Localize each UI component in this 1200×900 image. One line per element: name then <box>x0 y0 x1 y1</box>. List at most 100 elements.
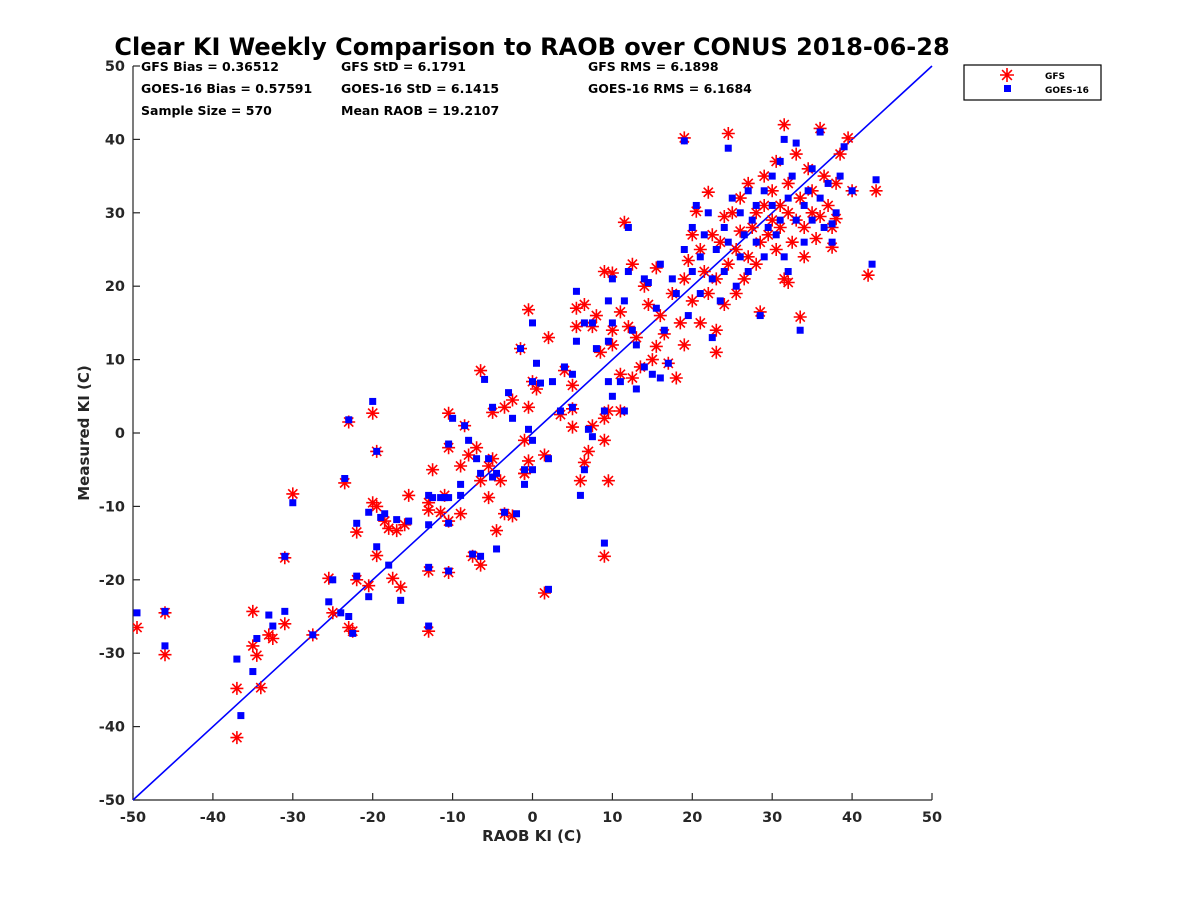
goes16-point <box>521 480 529 488</box>
goes16-point <box>237 712 245 720</box>
goes16-point <box>525 425 533 433</box>
gfs-point <box>597 433 611 447</box>
chart-title: Clear KI Weekly Comparison to RAOB over … <box>114 33 949 61</box>
gfs-point <box>705 228 719 242</box>
gfs-point <box>649 339 663 353</box>
goes16-point <box>668 275 676 283</box>
goes16-point <box>532 359 540 367</box>
goes16-point <box>724 238 732 246</box>
gfs-point <box>494 474 507 488</box>
gfs-point <box>701 287 715 300</box>
goes16-point <box>716 297 724 305</box>
gfs-point <box>566 378 579 392</box>
gfs-point <box>701 185 715 199</box>
goes16-point <box>724 144 732 152</box>
goes16-point <box>281 552 289 560</box>
goes16-point <box>572 337 580 345</box>
gfs-point <box>474 558 488 572</box>
goes16-point <box>281 607 289 615</box>
gfs-point <box>617 215 631 229</box>
gfs-point <box>769 243 783 256</box>
gfs-point <box>386 571 400 585</box>
goes16-point <box>548 378 556 386</box>
y-axis-label: Measured KI (C) <box>75 365 93 501</box>
gfs-point <box>693 316 707 330</box>
goes16-point <box>768 172 776 180</box>
gfs-point <box>669 371 683 385</box>
gfs-point <box>585 419 599 433</box>
gfs-point <box>597 265 611 278</box>
x-tick-label: -50 <box>120 810 146 826</box>
goes16-point <box>720 223 728 231</box>
goes16-point <box>381 510 389 518</box>
gfs-point <box>805 206 819 220</box>
goes16-point <box>748 216 756 224</box>
goes16-point <box>800 201 808 209</box>
goes16-point <box>473 455 481 463</box>
gfs-point <box>370 499 384 513</box>
goes16-point <box>800 238 808 246</box>
goes16-point <box>660 326 668 334</box>
gfs-point <box>585 320 599 334</box>
goes16-point <box>836 172 844 180</box>
gfs-point <box>422 503 436 517</box>
gfs-point <box>454 459 468 473</box>
gfs-point <box>522 400 535 414</box>
gfs-point <box>709 272 723 286</box>
gfs-point <box>490 524 503 538</box>
legend-gfs-asterisk <box>1000 68 1014 82</box>
goes16-point <box>337 609 345 617</box>
goes16-point <box>736 253 744 261</box>
goes16-point <box>377 513 385 521</box>
gfs-point <box>685 228 699 242</box>
goes16-point <box>708 334 716 342</box>
x-axis-ticks: -50 -40 -30 -20 -10 0 10 20 30 40 50 <box>120 793 942 826</box>
goes16-point <box>265 611 273 619</box>
goes16-point <box>485 455 493 463</box>
goes16-point <box>704 209 712 217</box>
gfs-point <box>725 206 739 220</box>
gfs-point <box>530 382 543 396</box>
goes16-point <box>365 593 373 601</box>
goes16-point <box>544 585 552 593</box>
goes16-point <box>580 319 588 327</box>
stat-goes-rms: GOES-16 RMS = 6.1684 <box>588 81 752 96</box>
gfs-point <box>506 393 519 407</box>
goes16-point <box>784 268 792 276</box>
goes16-point <box>425 521 433 529</box>
goes16-point <box>529 319 536 327</box>
gfs-point <box>474 474 488 488</box>
goes16-point <box>648 370 656 378</box>
gfs-point <box>789 147 803 161</box>
gfs-point <box>322 571 336 585</box>
goes16-point <box>521 466 529 474</box>
goes16-point <box>233 655 241 663</box>
gfs-point <box>133 621 144 634</box>
gfs-point <box>649 261 663 275</box>
gfs-point <box>757 199 771 212</box>
gfs-point <box>538 448 551 462</box>
gfs-point <box>689 204 703 218</box>
goes16-point <box>756 312 764 320</box>
gfs-point <box>785 235 799 249</box>
goes16-point <box>776 216 784 224</box>
goes16-point <box>349 629 357 637</box>
gfs-point <box>685 294 699 308</box>
goes16-point <box>696 290 704 298</box>
goes16-point <box>493 545 501 553</box>
gfs-point <box>677 338 691 352</box>
goes16-point <box>517 345 525 353</box>
legend-box <box>963 64 1102 101</box>
y-tick-label: 20 <box>105 279 125 295</box>
gfs-point <box>773 199 787 212</box>
goes16-point <box>820 223 828 231</box>
goes16-point <box>373 447 381 455</box>
gfs-point <box>721 127 735 140</box>
goes16-point <box>249 668 257 676</box>
gfs-point <box>777 118 791 132</box>
y-tick-label: -40 <box>99 720 125 736</box>
gfs-point <box>605 323 619 337</box>
goes16-point <box>576 491 584 499</box>
legend-gfs-label: GFS <box>1045 72 1065 82</box>
